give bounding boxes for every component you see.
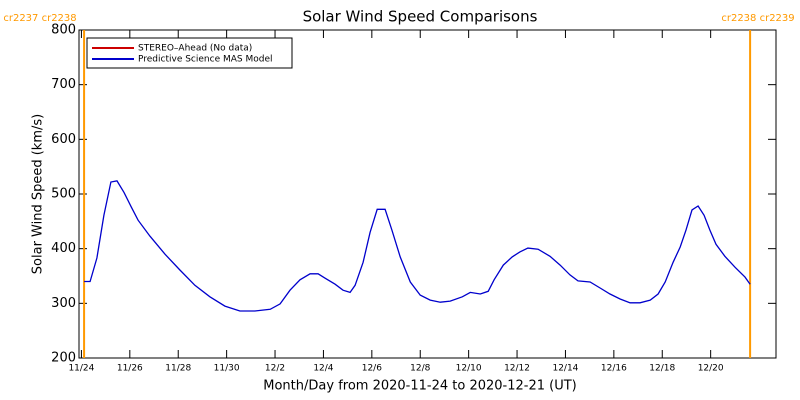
y-tick-label: 700 <box>51 77 76 92</box>
legend-label: Predictive Science MAS Model <box>138 55 273 65</box>
x-tick-label: 12/20 <box>698 364 724 374</box>
y-tick-label: 200 <box>51 351 76 366</box>
chart-title: Solar Wind Speed Comparisons <box>303 8 538 26</box>
x-tick-label: 12/18 <box>649 364 675 374</box>
x-tick-label: 12/10 <box>456 364 482 374</box>
carrington-label: cr2237 cr2238 <box>3 13 76 24</box>
x-tick-label: 12/8 <box>410 364 430 374</box>
y-axis-label: Solar Wind Speed (km/s) <box>31 114 46 274</box>
y-tick-label: 400 <box>51 241 76 256</box>
y-tick-label: 300 <box>51 296 76 311</box>
series-line <box>84 180 751 312</box>
x-tick-label: 11/24 <box>68 364 94 374</box>
y-tick-label: 500 <box>51 187 76 202</box>
x-tick-label: 12/4 <box>313 364 333 374</box>
legend-box <box>86 37 293 69</box>
x-tick-label: 12/16 <box>601 364 627 374</box>
x-tick-label: 11/28 <box>165 364 191 374</box>
x-tick-label: 11/30 <box>214 364 240 374</box>
x-tick-label: 12/6 <box>362 364 382 374</box>
x-tick-label: 12/2 <box>265 364 285 374</box>
carrington-label: cr2238 cr2239 <box>721 13 794 24</box>
x-axis-label: Month/Day from 2020-11-24 to 2020-12-21 … <box>263 379 576 394</box>
y-tick-label: 800 <box>51 23 76 38</box>
x-tick-label: 12/12 <box>504 364 530 374</box>
x-tick-label: 12/14 <box>552 364 578 374</box>
y-tick-label: 600 <box>51 132 76 147</box>
x-tick-label: 11/26 <box>117 364 143 374</box>
legend-label: STEREO–Ahead (No data) <box>138 44 252 54</box>
